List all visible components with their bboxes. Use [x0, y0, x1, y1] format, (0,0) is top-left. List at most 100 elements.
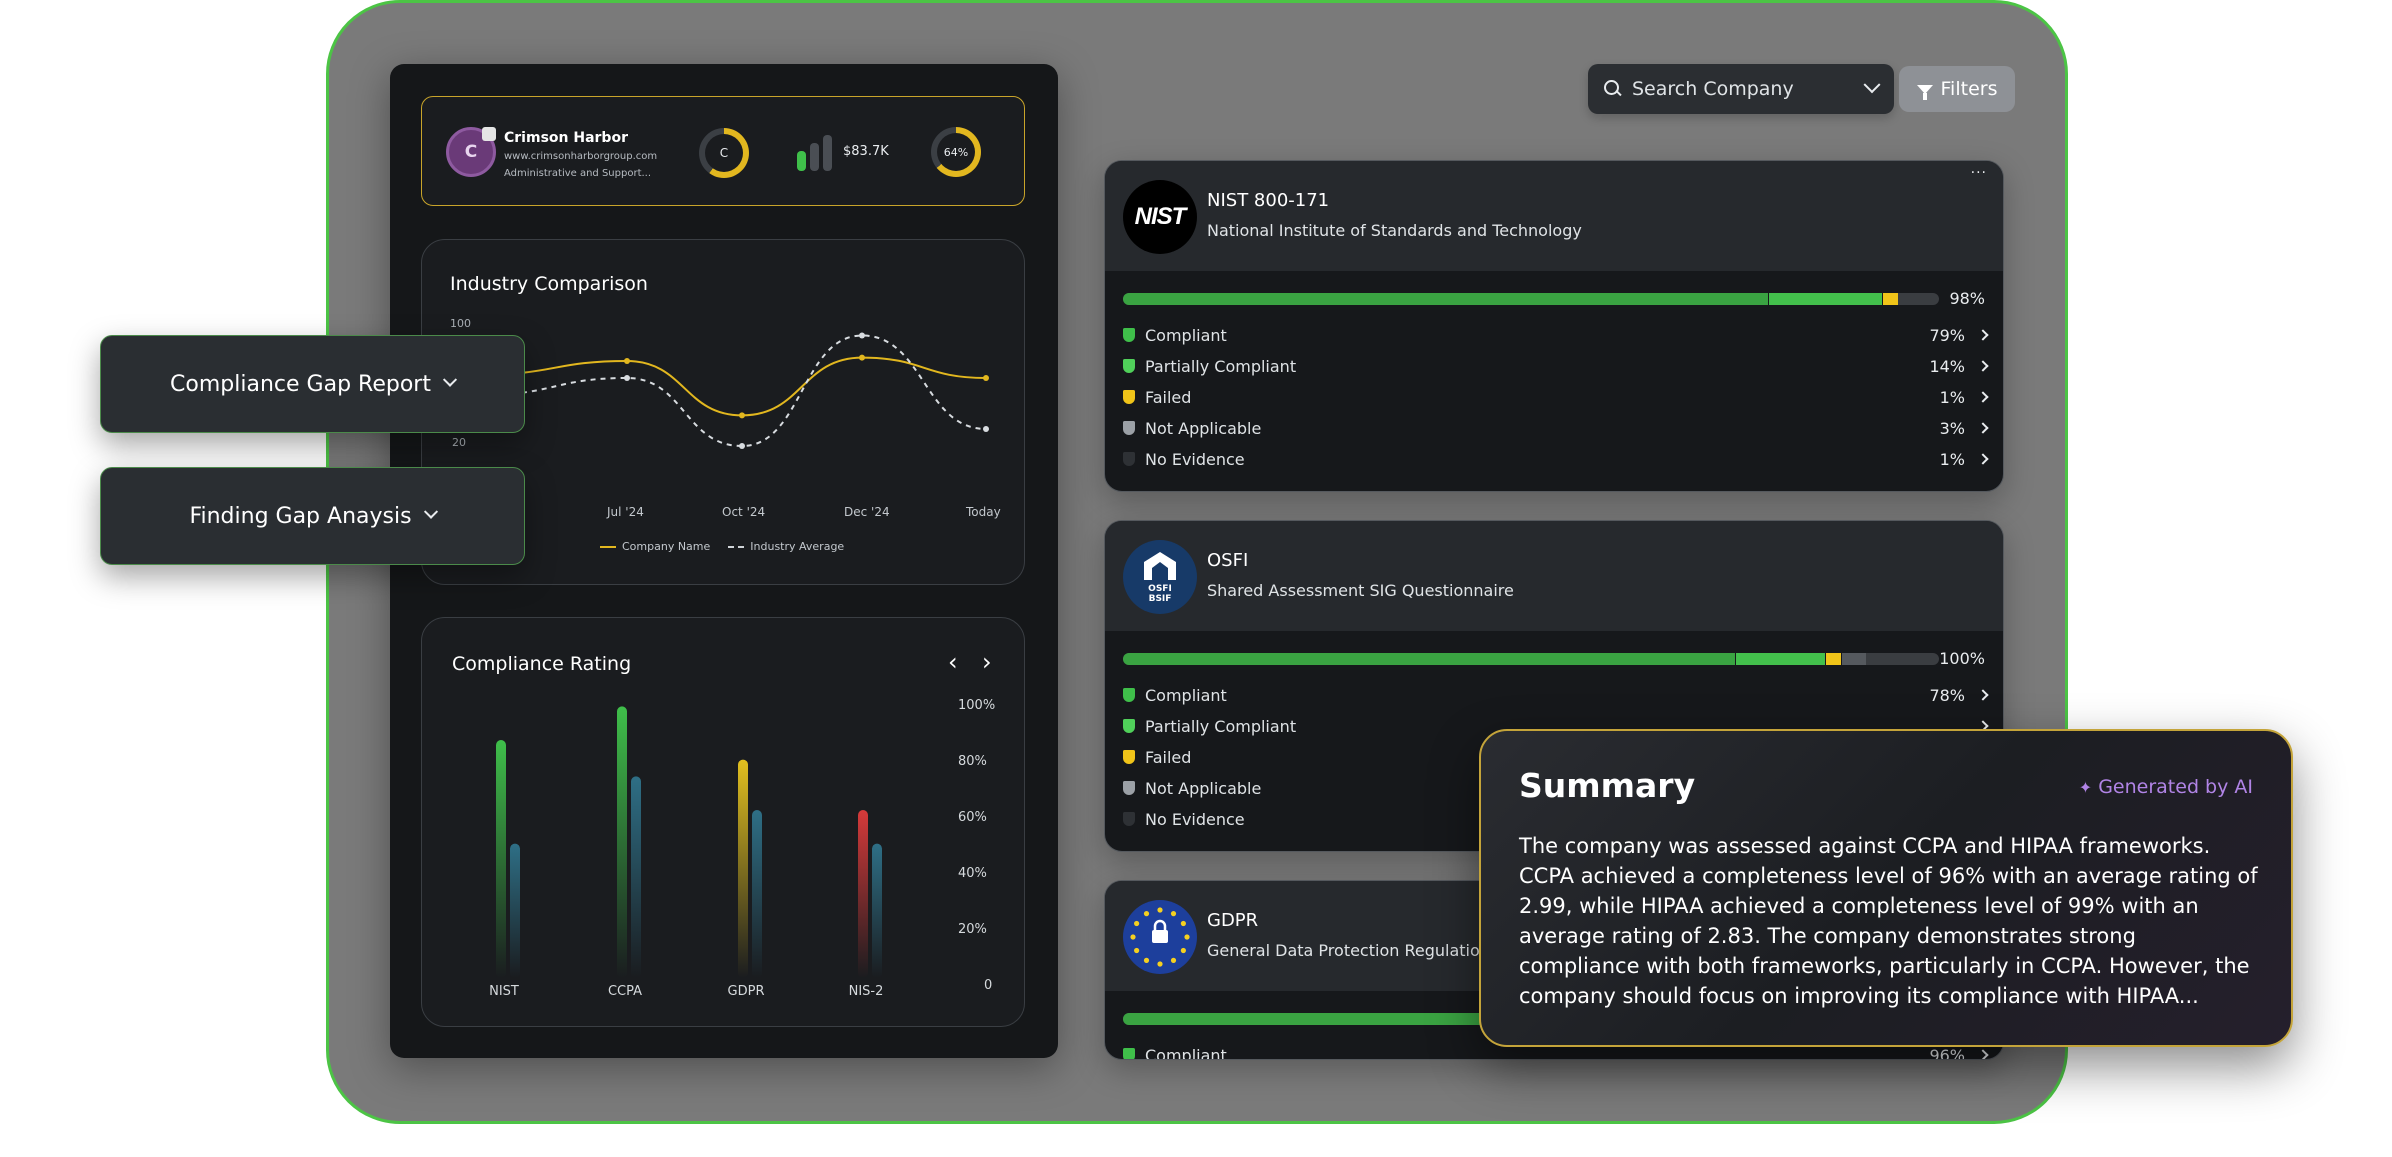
eu-star-0	[1184, 934, 1190, 940]
shield-icon	[1123, 812, 1135, 826]
shield-icon	[1123, 781, 1135, 795]
filters-button[interactable]: Filters	[1899, 66, 2015, 112]
framework-header: OSFI BSIF OSFI Shared Assessment SIG Que…	[1105, 521, 2003, 631]
company-card[interactable]: C Crimson Harbor www.crimsonharborgroup.…	[421, 96, 1025, 206]
status-row-partially-compliant[interactable]: Partially Compliant 14%	[1123, 354, 1989, 378]
status-label: Not Applicable	[1145, 778, 1262, 798]
point-company-0	[624, 358, 630, 364]
status-row-compliant[interactable]: Compliant 96%	[1123, 1043, 1989, 1060]
compliance-gap-report-dropdown[interactable]: Compliance Gap Report	[100, 335, 525, 433]
status-value: 78%	[1929, 685, 1965, 705]
progress-segment-0	[1123, 293, 1768, 305]
point-industry-1	[739, 443, 745, 449]
gdpr-logo	[1123, 900, 1197, 974]
chevron-right-icon[interactable]: ›	[982, 648, 992, 676]
chevron-right-icon	[1977, 422, 1989, 434]
x-tick-dec: Dec '24	[844, 505, 890, 519]
framework-subtitle: General Data Protection Regulation	[1207, 941, 1490, 960]
bar-nis-2-series-1	[872, 843, 882, 978]
search-company-dropdown[interactable]: Search Company	[1588, 64, 1894, 114]
status-row-partially-compliant[interactable]: Partially Compliant	[1123, 714, 1989, 738]
status-value: 1%	[1939, 449, 1965, 469]
signal-bars-icon	[797, 135, 837, 171]
eu-star-10	[1170, 911, 1177, 917]
status-label: Failed	[1145, 747, 1192, 767]
x-cat-nis2: NIS-2	[848, 984, 884, 999]
status-label: Not Applicable	[1145, 418, 1262, 438]
summary-title: Summary	[1519, 766, 1696, 805]
framework-title: NIST 800-171	[1207, 190, 1330, 211]
status-row-compliant[interactable]: Compliant 79%	[1123, 323, 1989, 347]
y-tick-100: 100	[450, 317, 471, 330]
series-industry-line	[481, 334, 987, 448]
x-tick-oct: Oct '24	[722, 505, 766, 519]
industry-legend: Company Name Industry Average	[600, 540, 844, 553]
completion-progress-bar	[1123, 653, 1939, 665]
status-row-compliant[interactable]: Compliant 78%	[1123, 683, 1989, 707]
status-row-no-evidence[interactable]: No Evidence	[1123, 807, 1989, 831]
company-url[interactable]: www.crimsonharborgroup.com	[504, 151, 658, 162]
completion-percent: 98%	[1949, 289, 1985, 308]
eu-star-1	[1180, 947, 1186, 954]
status-value: 3%	[1939, 418, 1965, 438]
point-company-2	[859, 354, 865, 361]
chevron-right-icon	[1977, 453, 1989, 465]
point-company-3	[983, 375, 989, 381]
status-row-no-evidence[interactable]: No Evidence 1%	[1123, 447, 1989, 471]
status-value: 1%	[1939, 387, 1965, 407]
y-tick-60pct: 60%	[958, 810, 987, 825]
more-options-icon[interactable]: ···	[1970, 165, 1987, 181]
status-value: 79%	[1929, 325, 1965, 345]
status-row-not-applicable[interactable]: Not Applicable	[1123, 776, 1989, 800]
summary-text: The company was assessed against CCPA an…	[1519, 834, 2258, 1008]
framework-card-nist[interactable]: NIST NIST 800-171 National Institute of …	[1104, 160, 2004, 492]
eu-stars-icon	[1130, 907, 1190, 967]
status-label: Compliant	[1145, 1045, 1227, 1060]
compliance-bar-chart	[496, 706, 882, 978]
progress-segment-1	[1735, 653, 1825, 665]
shield-icon	[1123, 1048, 1135, 1059]
avatar-badge-icon	[482, 127, 496, 141]
progress-segment-2	[1824, 653, 1842, 665]
point-company-1	[739, 412, 745, 419]
industry-title: Industry Comparison	[450, 273, 648, 295]
point-industry-3	[983, 426, 989, 432]
eu-star-9	[1157, 907, 1163, 913]
company-name: Crimson Harbor	[504, 130, 628, 146]
progress-segment-2	[1881, 293, 1899, 305]
eu-star-11	[1180, 920, 1186, 927]
filter-icon	[1916, 84, 1933, 100]
bar-gdpr-series-0	[738, 759, 748, 978]
x-cat-gdpr: GDPR	[727, 984, 765, 999]
y-tick-80pct: 80%	[958, 754, 987, 769]
status-label: No Evidence	[1145, 809, 1245, 829]
eu-star-3	[1157, 961, 1163, 967]
shield-icon	[1123, 390, 1135, 404]
status-row-failed[interactable]: Failed	[1123, 745, 1989, 769]
chevron-right-icon	[1977, 391, 1989, 403]
score-value: 64%	[943, 145, 969, 159]
legend-industry: Industry Average	[728, 540, 844, 553]
bar-ccpa-series-0	[617, 706, 627, 978]
bar-ccpa-series-1	[631, 776, 641, 978]
chevron-right-icon	[1977, 329, 1989, 341]
status-row-failed[interactable]: Failed 1%	[1123, 385, 1989, 409]
summary-card: Summary ✦ Generated by AI The company wa…	[1479, 729, 2293, 1047]
finding-gap-analysis-dropdown[interactable]: Finding Gap Anaysis	[100, 467, 525, 565]
point-industry-0	[624, 375, 630, 381]
series-company-line	[481, 356, 987, 417]
grade-letter: C	[719, 146, 729, 160]
completion-percent: 100%	[1939, 649, 1985, 668]
shield-icon	[1123, 421, 1135, 435]
score-ring: 64%	[931, 127, 981, 177]
x-cat-nist: NIST	[489, 984, 519, 999]
shield-icon	[1123, 452, 1135, 466]
progress-segment-1	[1767, 293, 1882, 305]
grade-ring: C	[699, 128, 749, 178]
chevron-left-icon[interactable]: ‹	[948, 648, 958, 676]
shield-icon	[1123, 688, 1135, 702]
completion-progress-bar	[1123, 293, 1939, 305]
y-tick-100pct: 100%	[958, 698, 996, 713]
status-row-not-applicable[interactable]: Not Applicable 3%	[1123, 416, 1989, 440]
eu-star-2	[1170, 957, 1177, 963]
